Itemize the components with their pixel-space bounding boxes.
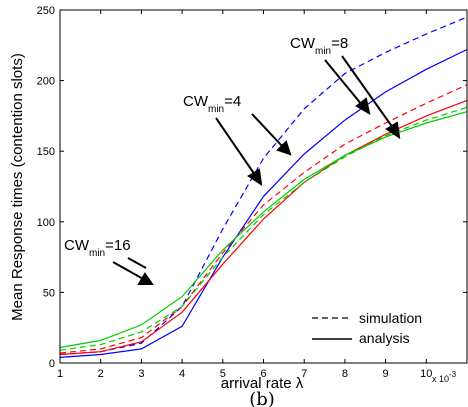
annotation-cwmin-4-sub: min bbox=[208, 104, 224, 115]
legend: simulation analysis bbox=[312, 310, 422, 346]
annotation-cwmin-16-rest: =16 bbox=[105, 237, 130, 254]
arrow-cwmin-4-a-head bbox=[247, 168, 263, 187]
annotation-cwmin-8-main: CW bbox=[290, 35, 316, 52]
figure-caption: (b) bbox=[249, 389, 275, 407]
arrow-cwmin-4-a bbox=[215, 117, 256, 176]
x-tick-label-0: 1 bbox=[57, 368, 63, 380]
series-line-2 bbox=[59, 84, 468, 354]
x-tick-label-9: 10 bbox=[420, 368, 432, 380]
arrow-cwmin-8-a bbox=[324, 59, 363, 106]
annotation-arrows bbox=[112, 55, 401, 285]
y-tick-label-3: 150 bbox=[37, 146, 55, 158]
arrow-cwmin-8-b-head bbox=[385, 121, 401, 140]
x-multiplier-exponent: -3 bbox=[449, 370, 457, 379]
x-multiplier-base: x 10 bbox=[432, 374, 449, 384]
y-tick-label-2: 100 bbox=[37, 217, 55, 229]
arrow-cwmin-16-a bbox=[112, 261, 146, 281]
series-line-4 bbox=[59, 106, 468, 351]
x-multiplier: x 10-3 bbox=[432, 370, 457, 384]
arrow-cwmin-8-b bbox=[341, 55, 394, 129]
arrow-cwmin-16-b bbox=[127, 257, 147, 269]
annotation-cwmin-16: CWmin=16 bbox=[64, 237, 131, 259]
annotation-cwmin-4-main: CW bbox=[183, 93, 209, 110]
annotation-cwmin-16-sub: min bbox=[89, 248, 105, 259]
x-tick-label-5: 6 bbox=[260, 368, 266, 380]
annotation-cwmin-16-main: CW bbox=[64, 237, 90, 254]
series-line-0 bbox=[59, 16, 468, 356]
y-tick-label-4: 200 bbox=[37, 76, 55, 88]
x-tick-label-1: 2 bbox=[98, 368, 104, 380]
annotation-cwmin-8-sub: min bbox=[315, 46, 331, 57]
x-tick-label-3: 4 bbox=[179, 368, 185, 380]
y-axis-label: Mean Response times (contention slots) bbox=[9, 53, 26, 321]
series-line-1 bbox=[59, 48, 468, 358]
y-tick-label-1: 50 bbox=[43, 287, 55, 299]
legend-label-simulation: simulation bbox=[359, 310, 422, 326]
series-line-3 bbox=[59, 99, 468, 356]
series-layer bbox=[59, 16, 468, 358]
annotation-cwmin-8: CWmin=8 bbox=[290, 35, 348, 57]
arrow-cwmin-4-b-head bbox=[276, 140, 292, 156]
x-axis-label: arrival rate λ bbox=[221, 375, 304, 392]
arrow-cwmin-8-a-head bbox=[355, 97, 371, 116]
x-tick-label-7: 8 bbox=[342, 368, 348, 380]
x-tick-label-4: 5 bbox=[220, 368, 226, 380]
y-tick-label-5: 250 bbox=[37, 5, 55, 17]
y-tick-label-0: 0 bbox=[49, 358, 55, 370]
x-tick-label-8: 9 bbox=[383, 368, 389, 380]
arrow-cwmin-16-a-head bbox=[137, 272, 154, 285]
x-tick-label-6: 7 bbox=[301, 368, 307, 380]
annotation-cwmin-8-rest: =8 bbox=[331, 35, 348, 52]
arrow-cwmin-4-b bbox=[251, 113, 284, 148]
x-tick-label-2: 3 bbox=[138, 368, 144, 380]
annotation-cwmin-4-rest: =4 bbox=[224, 93, 241, 110]
legend-label-analysis: analysis bbox=[359, 330, 410, 346]
annotation-cwmin-4: CWmin=4 bbox=[183, 93, 241, 115]
